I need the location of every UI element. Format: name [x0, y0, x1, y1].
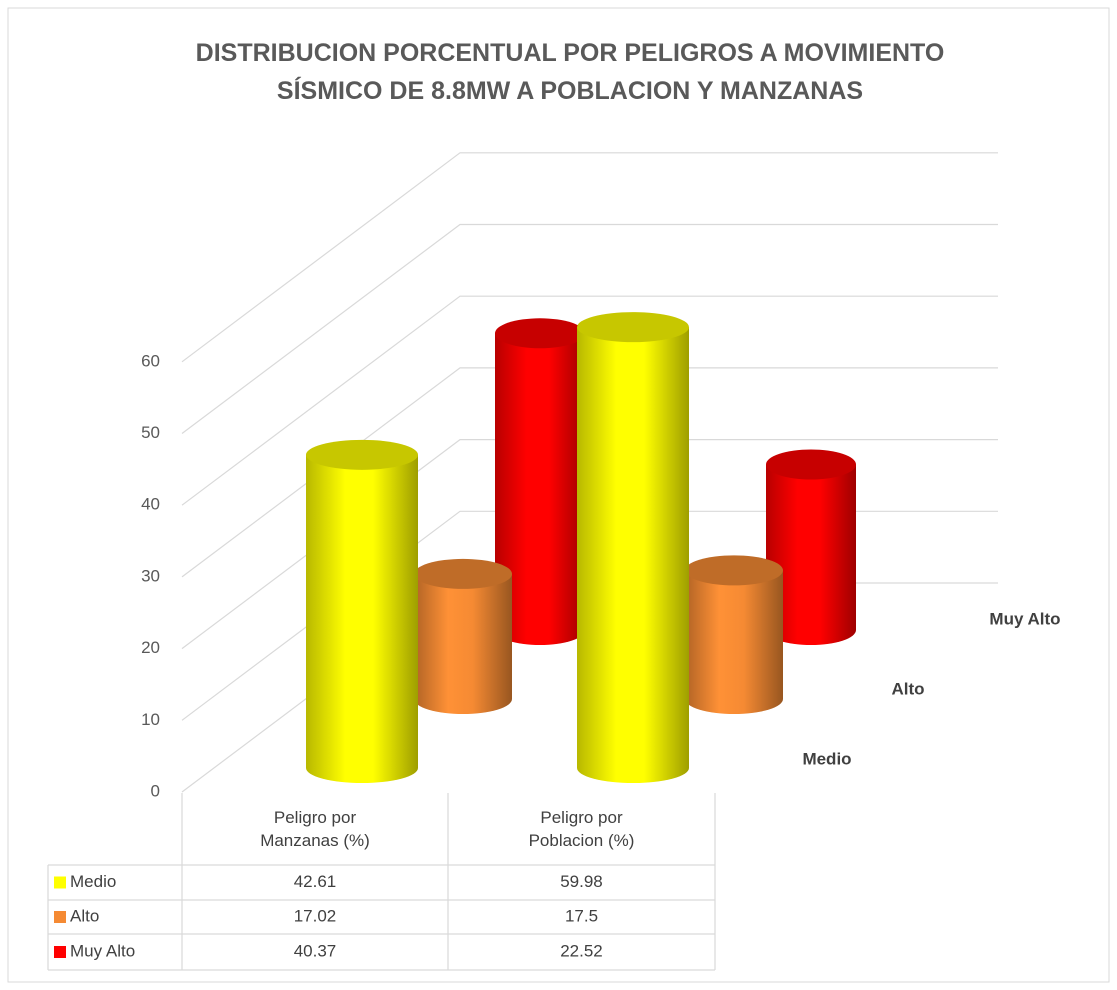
- y-tick-label: 30: [141, 566, 160, 585]
- chart-title: DISTRIBUCION PORCENTUAL POR PELIGROS A M…: [195, 39, 945, 105]
- chart-border: [7, 7, 1110, 983]
- y-tick-label: 60: [141, 351, 160, 370]
- y-tick-label: 20: [141, 638, 160, 657]
- cylinder-body: [414, 573, 512, 714]
- cylinder-body: [306, 454, 418, 783]
- table-value: 42.61: [294, 872, 337, 891]
- table-value: 22.52: [560, 941, 603, 960]
- legend-swatch: [54, 876, 66, 889]
- cylinder: [414, 558, 512, 714]
- depth-label: Medio: [802, 749, 851, 768]
- x-tick-label: Peligro por Poblacion (%): [528, 808, 635, 850]
- cylinder-top: [414, 558, 512, 589]
- table-value: 59.98: [560, 872, 603, 891]
- cylinder: [577, 312, 689, 783]
- cylinder: [685, 555, 783, 714]
- y-tick-label: 40: [141, 495, 160, 514]
- table-value: 40.37: [294, 941, 337, 960]
- legend-label: Alto: [70, 906, 99, 925]
- grid-line: [181, 295, 998, 506]
- cylinder-top: [766, 449, 856, 480]
- legend-label: Medio: [70, 872, 116, 891]
- cylinder: [306, 439, 418, 783]
- table-value: 17.02: [294, 906, 337, 925]
- depth-label: Alto: [891, 679, 924, 698]
- y-tick-label: 0: [151, 781, 160, 800]
- cylinder-top: [495, 318, 585, 349]
- x-tick-label: Peligro por Manzanas (%): [260, 808, 370, 850]
- legend-swatch: [54, 946, 66, 958]
- legend-swatch: [54, 911, 66, 923]
- cylinder: [495, 318, 585, 645]
- cylinder-body: [685, 570, 783, 714]
- y-tick-label: 50: [141, 423, 160, 442]
- table-value: 17.5: [565, 906, 598, 925]
- cylinder-top: [685, 555, 783, 586]
- legend-label: Muy Alto: [70, 941, 135, 960]
- cylinder-body: [495, 333, 585, 645]
- depth-label: Muy Alto: [989, 609, 1060, 628]
- y-tick-label: 10: [141, 710, 160, 729]
- cylinder-body: [577, 327, 689, 783]
- cylinder-body: [766, 464, 856, 645]
- grid-line: [181, 439, 998, 650]
- grid-line: [181, 152, 998, 363]
- cylinder: [766, 449, 856, 645]
- grid-line: [181, 223, 998, 434]
- cylinder-top: [306, 439, 418, 470]
- grid-line: [181, 367, 998, 578]
- cylinder-top: [577, 312, 689, 343]
